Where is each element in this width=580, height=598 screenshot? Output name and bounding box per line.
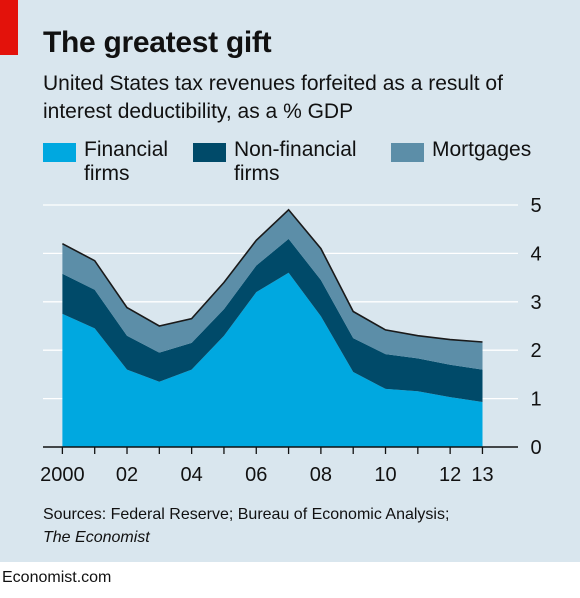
legend-swatch-mortgages [391, 143, 424, 162]
area-non-financial-firms [62, 238, 483, 402]
legend-item-non-financial-firms: Non-financial firms [193, 138, 357, 186]
y-tick-label-3: 3 [530, 292, 541, 314]
x-tick-label-08: 08 [310, 464, 332, 486]
legend-swatch-non-financial-firms [193, 143, 226, 162]
area-financial-firms [62, 272, 483, 447]
legend-item-financial-firms: Financial firms [43, 138, 168, 186]
y-tick-label-0: 0 [530, 437, 541, 459]
legend-label-mortgages: Mortgages [432, 138, 532, 161]
chart-source: Sources: Federal Reserve; Bureau of Econ… [43, 503, 449, 549]
legend-item-mortgages: Mortgages [391, 138, 531, 162]
x-tick-label-02: 02 [116, 464, 138, 486]
source-publication: The Economist [43, 529, 150, 546]
source-text: Sources: Federal Reserve; Bureau of Econ… [43, 506, 450, 523]
brand-accent-tag [0, 0, 18, 55]
x-tick-label-04: 04 [181, 464, 203, 486]
y-tick-label-1: 1 [530, 389, 541, 411]
legend-swatch-financial-firms [43, 143, 76, 162]
y-tick-label-4: 4 [530, 243, 541, 265]
chart-title: The greatest gift [43, 26, 272, 59]
chart-subtitle: United States tax revenues forfeited as … [43, 72, 503, 123]
area-mortgages [62, 209, 483, 370]
chart-legend: Financial firms Non-financial firms Mort… [0, 138, 580, 190]
y-tick-label-2: 2 [530, 340, 541, 362]
footer-credit: Economist.com [2, 569, 112, 586]
total-outline [62, 208, 483, 343]
legend-label-non-financial-firms: Non-financial firms [234, 138, 357, 185]
x-tick-label-2000: 2000 [40, 464, 85, 486]
legend-label-financial-firms: Financial firms [84, 138, 169, 185]
x-tick-label-10: 10 [374, 464, 396, 486]
y-tick-label-5: 5 [530, 195, 541, 217]
x-tick-label-13: 13 [471, 464, 493, 486]
x-tick-label-06: 06 [245, 464, 267, 486]
x-tick-label-12: 12 [439, 464, 461, 486]
